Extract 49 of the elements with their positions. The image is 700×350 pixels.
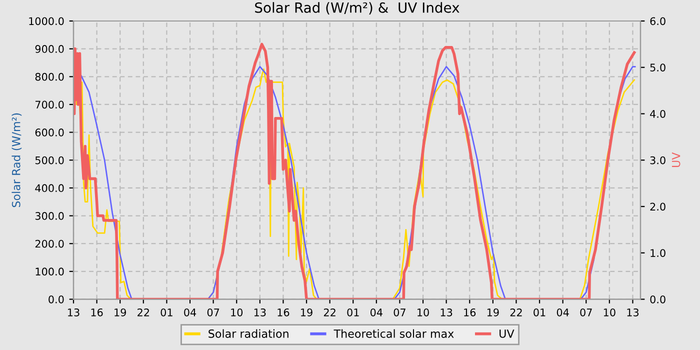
y2-tick-label: 2.0 xyxy=(650,202,666,211)
chart-title: Solar Rad (W/m²) & UV Index xyxy=(255,2,460,14)
x-tick-label: 16 xyxy=(278,308,290,316)
y2-tick-label: 6.0 xyxy=(650,17,666,26)
x-tick-label: 01 xyxy=(347,308,359,316)
legend-label: UV xyxy=(500,330,514,338)
x-tick-label: 19 xyxy=(301,308,312,316)
legend-label: Solar radiation xyxy=(208,329,288,338)
y-tick-label: 400.0 xyxy=(35,184,64,192)
x-tick-label: 16 xyxy=(464,308,476,316)
x-tick-label: 07 xyxy=(394,308,406,316)
x-tick-label: 19 xyxy=(487,308,499,316)
x-tick-label: 22 xyxy=(138,308,149,316)
y2-tick-label: 1.0 xyxy=(650,249,666,257)
x-tick-label: 13 xyxy=(440,308,452,316)
y2-tick-label: 3.0 xyxy=(650,156,666,164)
y2-tick-label: 0.0 xyxy=(650,295,666,304)
legend-label: Theoretical solar max xyxy=(334,329,454,338)
y-tick-label: 100.0 xyxy=(36,268,64,276)
y-axis-title: Solar Rad (W/m²) xyxy=(12,113,22,208)
y-tick-label: 800.0 xyxy=(35,72,64,81)
x-tick-label: 22 xyxy=(510,308,522,316)
y-tick-label: 600.0 xyxy=(35,128,64,136)
x-tick-label: 07 xyxy=(207,308,220,316)
x-tick-label: 01 xyxy=(160,308,172,316)
x-tick-label: 04 xyxy=(184,308,196,316)
y2-axis-title: UV xyxy=(672,152,680,168)
x-tick-label: 04 xyxy=(556,308,569,316)
x-tick-label: 13 xyxy=(627,308,639,316)
y-tick-label: 300.0 xyxy=(35,212,64,220)
y-tick-label: 0.0 xyxy=(48,295,64,304)
y-tick-label: 1000.0 xyxy=(29,17,64,26)
x-tick-label: 19 xyxy=(114,308,126,316)
x-tick-label: 16 xyxy=(91,308,103,316)
x-tick-label: 10 xyxy=(604,308,616,316)
x-tick-label: 13 xyxy=(68,308,80,316)
y-tick-label: 700.0 xyxy=(36,100,64,109)
y-tick-label: 900.0 xyxy=(35,45,64,53)
y2-tick-label: 4.0 xyxy=(650,110,666,118)
x-tick-label: 10 xyxy=(418,308,429,316)
x-tick-label: 01 xyxy=(534,308,546,316)
y2-tick-label: 5.0 xyxy=(650,64,666,72)
y-tick-label: 200.0 xyxy=(35,240,64,248)
x-tick-label: 04 xyxy=(370,308,382,316)
x-tick-label: 13 xyxy=(254,308,266,316)
y-tick-label: 500.0 xyxy=(35,156,64,164)
x-tick-label: 07 xyxy=(580,308,592,316)
x-tick-label: 10 xyxy=(231,308,243,316)
x-tick-label: 22 xyxy=(324,308,336,316)
